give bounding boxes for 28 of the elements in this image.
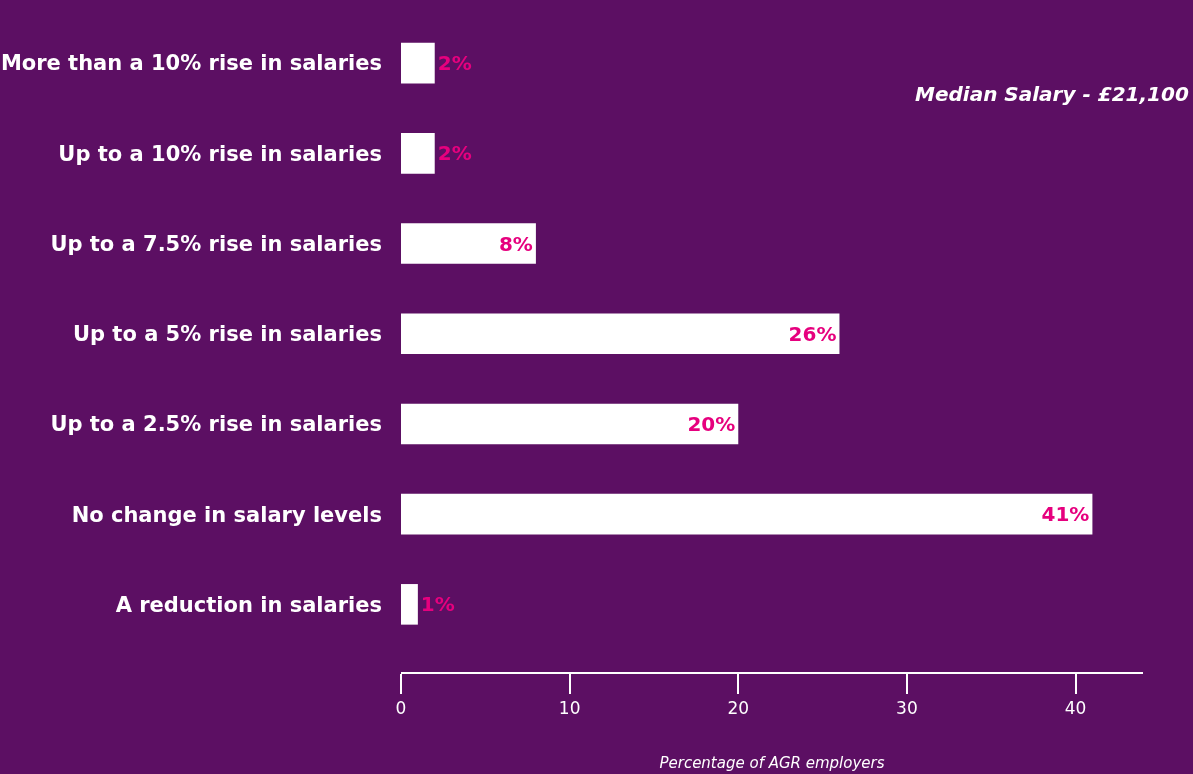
data-label: 8% [498, 231, 533, 256]
bar [401, 493, 1093, 535]
data-label: 20% [687, 411, 736, 436]
data-label: 41% [1041, 502, 1090, 527]
x-tick-label: 20 [727, 698, 750, 719]
y-tick-label: Up to a 2.5% rise in salaries [50, 412, 382, 437]
y-tick-label: Up to a 5% rise in salaries [72, 322, 382, 347]
y-tick-label: More than a 10% rise in salaries [0, 51, 382, 76]
x-tick-label: 30 [896, 698, 918, 719]
y-tick-label: No change in salary levels [71, 502, 382, 527]
x-tick-label: 10 [558, 698, 581, 719]
bar [401, 313, 840, 355]
data-label: 1% [420, 592, 455, 617]
x-tick-label: 0 [395, 698, 407, 719]
bar [401, 133, 435, 174]
x-tick-label: 40 [1064, 698, 1087, 719]
y-tick-label: A reduction in salaries [115, 592, 382, 617]
y-tick-label: Up to a 10% rise in salaries [58, 141, 382, 166]
bar [401, 403, 739, 445]
data-label: 26% [788, 321, 837, 346]
bar [401, 42, 435, 84]
annotation: Median Salary - £21,100 [915, 82, 1189, 106]
bar [401, 223, 536, 264]
data-label: 2% [437, 51, 472, 76]
x-axis-title: Percentage of AGR employers [659, 753, 885, 772]
data-label: 2% [437, 141, 472, 166]
bar [401, 584, 418, 625]
y-tick-label: Up to a 7.5% rise in salaries [50, 231, 382, 256]
